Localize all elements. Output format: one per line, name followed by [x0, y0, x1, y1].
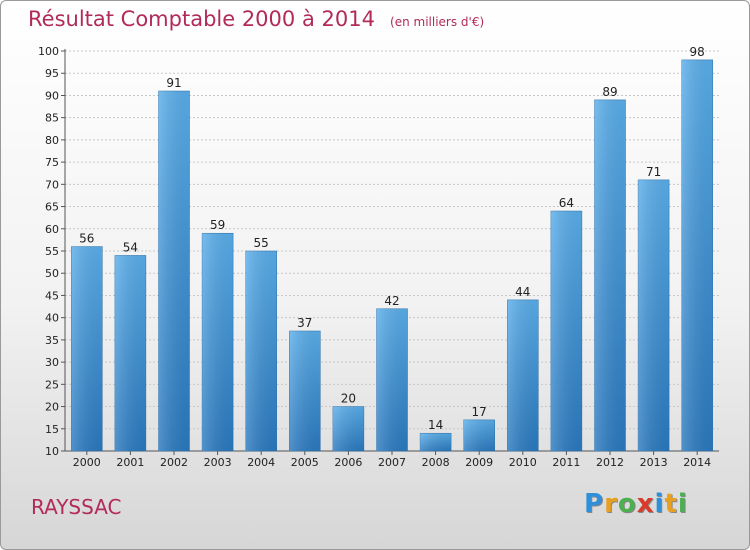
y-tick-label: 60 [45, 223, 59, 236]
x-tick-label: 2014 [683, 456, 711, 469]
x-tick-label: 2006 [334, 456, 362, 469]
y-tick-label: 95 [45, 67, 59, 80]
y-tick-label: 100 [38, 45, 59, 58]
y-tick-label: 75 [45, 156, 59, 169]
axis-layer: 10 15 20 25 30 35 40 45 50 55 60 65 70 75 80 85 90 95 100 2… [38, 45, 719, 469]
logo-letter: P [584, 489, 605, 519]
bar-highlight [550, 211, 582, 451]
x-tick-label: 2005 [291, 456, 319, 469]
value-label: 14 [428, 418, 443, 432]
bar-highlight [638, 179, 670, 451]
x-tick-label: 2004 [247, 456, 275, 469]
bar-highlight [681, 59, 713, 452]
value-label: 17 [472, 405, 487, 419]
logo-letter: o [617, 489, 637, 519]
logo-letter: t [664, 489, 678, 519]
y-tick-label: 80 [45, 134, 59, 147]
bar-highlight [245, 251, 277, 451]
logo-letter: i [654, 489, 665, 519]
commune-name: RAYSSAC [31, 495, 122, 519]
chart-unit: (en milliers d'€) [390, 15, 485, 29]
chart-title: Résultat Comptable 2000 à 2014 [28, 7, 375, 31]
logo-letter: i [677, 489, 688, 519]
x-tick-label: 2008 [422, 456, 450, 469]
bar-highlight [289, 331, 321, 451]
value-label: 20 [341, 392, 356, 406]
bar-highlight [463, 419, 495, 451]
bar-highlight [114, 255, 146, 451]
x-tick-label: 2001 [116, 456, 144, 469]
x-tick-label: 2007 [378, 456, 406, 469]
value-label: 98 [690, 45, 705, 59]
y-tick-label: 25 [45, 378, 59, 391]
proxiti-logo[interactable]: Proxiti [584, 489, 688, 519]
x-tick-label: 2011 [552, 456, 580, 469]
label-layer: 56 54 91 59 55 37 20 42 14 17 44 64 89 71 98 [79, 45, 705, 432]
x-tick-label: 2013 [640, 456, 668, 469]
bar-highlight [332, 406, 364, 451]
value-label: 56 [79, 232, 94, 246]
y-tick-label: 90 [45, 89, 59, 102]
y-tick-label: 45 [45, 289, 59, 302]
x-tick-label: 2009 [465, 456, 493, 469]
y-tick-label: 40 [45, 312, 59, 325]
x-tick-label: 2002 [160, 456, 188, 469]
y-tick-label: 55 [45, 245, 59, 258]
bar-highlight [594, 99, 626, 451]
bar-highlight [420, 433, 452, 451]
value-label: 71 [646, 165, 661, 179]
value-label: 59 [210, 218, 225, 232]
y-tick-label: 65 [45, 201, 59, 214]
x-tick-label: 2012 [596, 456, 624, 469]
y-tick-label: 30 [45, 356, 59, 369]
x-tick-label: 2003 [204, 456, 232, 469]
logo-letter: r [604, 489, 618, 519]
y-tick-label: 20 [45, 401, 59, 414]
bar-layer [71, 59, 713, 452]
logo-letter: x [636, 489, 655, 519]
y-tick-label: 15 [45, 423, 59, 436]
title-row: Résultat Comptable 2000 à 2014 (en milli… [28, 7, 484, 31]
bar-highlight [71, 246, 103, 451]
value-label: 37 [297, 316, 312, 330]
value-label: 55 [254, 236, 269, 250]
x-tick-label: 2010 [509, 456, 537, 469]
bar-highlight [202, 233, 234, 451]
y-tick-label: 85 [45, 112, 59, 125]
y-tick-label: 35 [45, 334, 59, 347]
y-tick-label: 10 [45, 445, 59, 458]
bar-highlight [376, 308, 408, 451]
value-label: 91 [166, 76, 181, 90]
value-label: 42 [384, 294, 399, 308]
value-label: 44 [515, 285, 530, 299]
x-tick-label: 2000 [73, 456, 101, 469]
y-tick-label: 70 [45, 178, 59, 191]
bar-highlight [507, 299, 539, 451]
value-label: 89 [602, 85, 617, 99]
bar-highlight [158, 91, 190, 451]
value-label: 54 [123, 240, 138, 254]
y-tick-label: 50 [45, 267, 59, 280]
value-label: 64 [559, 196, 574, 210]
